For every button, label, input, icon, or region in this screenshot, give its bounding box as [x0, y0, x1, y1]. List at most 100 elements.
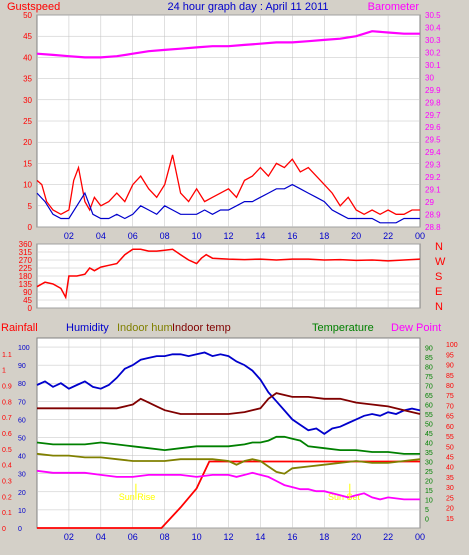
gust-tick-25: 25: [23, 117, 32, 126]
climate-axis1-tick-20: 20: [18, 490, 26, 497]
gust-tick-40: 40: [23, 53, 32, 62]
chart-title: 24 hour graph day : April 11 2011: [167, 1, 328, 13]
climate-axis3-tick-70: 70: [446, 403, 454, 410]
baro-tick-29.2: 29.2: [425, 173, 441, 182]
baro-tick-29.5: 29.5: [425, 136, 441, 145]
climate-axis2-tick-60: 60: [425, 403, 433, 410]
x-tick-climate-10: 22: [383, 532, 393, 542]
climate-axis3-tick-60: 60: [446, 424, 454, 431]
climate-axis0-tick-0.1: 0.1: [2, 510, 12, 517]
x-tick-wind-2: 06: [128, 231, 138, 241]
climate-axis3-tick-95: 95: [446, 352, 454, 359]
baro-tick-29.8: 29.8: [425, 98, 441, 107]
gust-tick-20: 20: [23, 138, 32, 147]
climate-axis2-tick-55: 55: [425, 412, 433, 419]
dir-tick-0: 0: [28, 304, 33, 313]
baro-tick-30.3: 30.3: [425, 36, 441, 45]
legend-humidity: Humidity: [66, 322, 109, 334]
x-tick-climate-8: 18: [319, 532, 329, 542]
series-lines: [36, 30, 421, 529]
climate-axis0-tick-0.3: 0.3: [2, 479, 12, 486]
climate-axis2-tick-90: 90: [425, 346, 433, 353]
baro-tick-30.2: 30.2: [425, 48, 441, 57]
climate-axis3-tick-30: 30: [446, 485, 454, 492]
x-tick-climate-5: 12: [223, 532, 233, 542]
climate-legend: Rainfall Humidity Indoor hum Indoor temp…: [1, 322, 441, 334]
climate-axis2-tick-20: 20: [425, 479, 433, 486]
gust-tick-15: 15: [23, 159, 32, 168]
climate-axis3-tick-75: 75: [446, 393, 454, 400]
x-tick-climate-6: 14: [255, 532, 265, 542]
climate-axis2-tick-50: 50: [425, 422, 433, 429]
climate-axis3-tick-65: 65: [446, 414, 454, 421]
climate-axis2-tick-30: 30: [425, 460, 433, 467]
gust-tick-10: 10: [23, 181, 32, 190]
x-tick-wind-8: 18: [319, 231, 329, 241]
legend-indoor-hum: Indoor hum: [117, 322, 173, 334]
climate-axis1-tick-0: 0: [18, 526, 22, 533]
legend-temperature: Temperature: [312, 322, 374, 334]
legend-indoor-temp: Indoor temp: [172, 322, 231, 334]
baro-tick-29.3: 29.3: [425, 161, 441, 170]
climate-axis0-tick-0.2: 0.2: [2, 494, 12, 501]
series-temperature: [36, 435, 420, 455]
climate-axis1-tick-70: 70: [18, 399, 26, 406]
baro-tick-30.5: 30.5: [425, 11, 441, 20]
climate-axis2-tick-80: 80: [425, 365, 433, 372]
climate-axis2-tick-75: 75: [425, 374, 433, 381]
climate-axis0-tick-0.5: 0.5: [2, 447, 12, 454]
gust-tick-30: 30: [23, 96, 32, 105]
climate-axis2-tick-10: 10: [425, 498, 433, 505]
x-tick-climate-4: 10: [192, 532, 202, 542]
sun-rise-label: Sun Rise: [119, 492, 156, 502]
x-tick-wind-4: 10: [192, 231, 202, 241]
series-indoor-hum: [36, 452, 421, 475]
legend-dew-point: Dew Point: [391, 322, 441, 334]
climate-axis2-tick-15: 15: [425, 488, 433, 495]
climate-axis3-tick-40: 40: [446, 465, 454, 472]
climate-axis1-tick-10: 10: [18, 508, 26, 515]
series-dew-point: [36, 469, 420, 501]
baro-tick-29.6: 29.6: [425, 123, 441, 132]
x-tick-wind-9: 20: [351, 231, 361, 241]
climate-axis3-tick-80: 80: [446, 383, 454, 390]
x-tick-wind-5: 12: [223, 231, 233, 241]
x-tick-wind-7: 16: [287, 231, 297, 241]
gust-tick-45: 45: [23, 32, 32, 41]
climate-axis1-tick-90: 90: [18, 363, 26, 370]
series-windspeed: [36, 183, 420, 224]
baro-tick-29.1: 29.1: [425, 186, 441, 195]
baro-tick-30.4: 30.4: [425, 23, 441, 32]
dir-tick-135: 135: [19, 280, 33, 289]
x-tick-wind-1: 04: [96, 231, 106, 241]
climate-axis3-tick-35: 35: [446, 475, 454, 482]
x-tick-wind-3: 08: [160, 231, 170, 241]
climate-axis2-tick-45: 45: [425, 431, 433, 438]
grid-lines: [37, 14, 420, 529]
dir-tick-360: 360: [19, 240, 33, 249]
x-tick-wind-10: 22: [383, 231, 393, 241]
series-direction: [36, 248, 421, 300]
climate-axis3-tick-50: 50: [446, 444, 454, 451]
climate-axis0-tick-1.1: 1.1: [2, 352, 12, 359]
compass-labels: N W S E N: [435, 241, 446, 313]
climate-axis3-tick-55: 55: [446, 434, 454, 441]
climate-axis2-tick-0: 0: [425, 517, 429, 524]
dir-tick-270: 270: [19, 256, 33, 265]
climate-axis1-tick-100: 100: [18, 345, 30, 352]
gustspeed-axis-label: Gustspeed: [7, 1, 60, 13]
x-tick-climate-0: 02: [64, 532, 74, 542]
baro-tick-29.4: 29.4: [425, 148, 441, 157]
dir-tick-45: 45: [23, 296, 32, 305]
climate-axis0-tick-0.6: 0.6: [2, 431, 12, 438]
dir-tick-315: 315: [19, 248, 33, 257]
climate-axis2-tick-35: 35: [425, 450, 433, 457]
baro-tick-29.9: 29.9: [425, 86, 441, 95]
x-tick-climate-1: 04: [96, 532, 106, 542]
barometer-axis-label: Barometer: [368, 1, 420, 13]
dir-tick-180: 180: [19, 272, 33, 281]
series-humidity: [36, 351, 421, 435]
legend-rainfall: Rainfall: [1, 322, 38, 334]
gust-tick-0: 0: [28, 223, 33, 232]
